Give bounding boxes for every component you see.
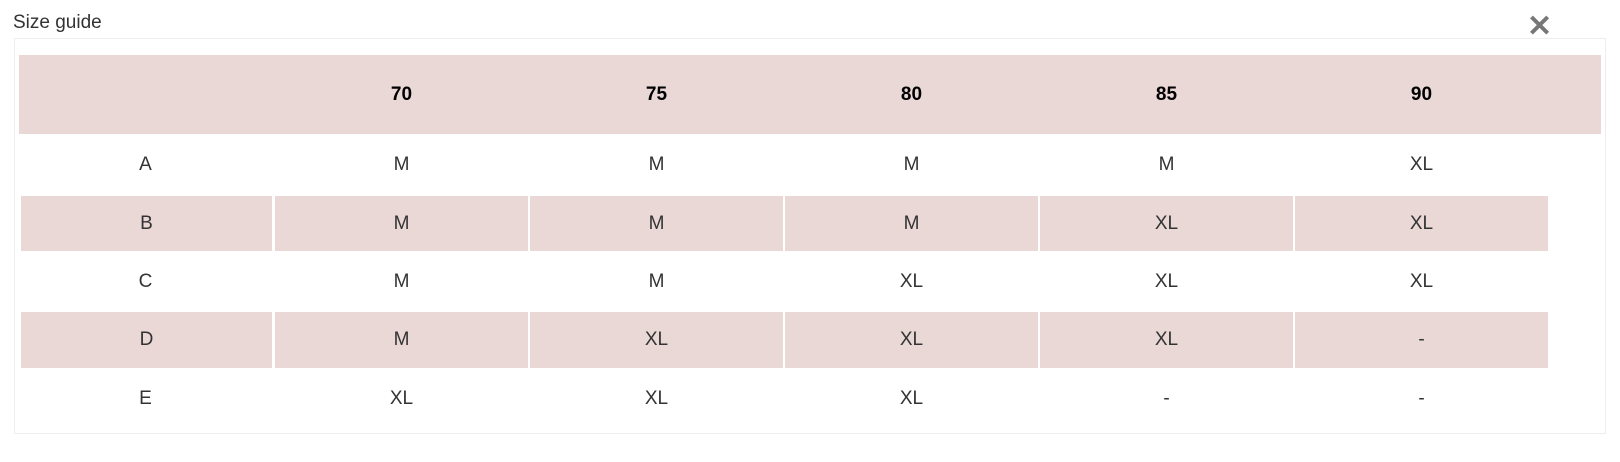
size-cell: - (1295, 312, 1548, 368)
size-cell: XL (389, 388, 414, 409)
dialog-title: Size guide (13, 12, 102, 33)
column-header (19, 55, 272, 134)
size-cell: M (530, 196, 783, 251)
column-header: 85 (1155, 84, 1178, 105)
column-header: 70 (390, 84, 413, 105)
size-cell: M (648, 270, 665, 292)
size-cell: XL (1295, 196, 1548, 251)
row-header-cell: A (139, 154, 152, 175)
row-header-cell: C (138, 270, 153, 292)
size-cell: M (393, 270, 410, 292)
size-cell: XL (899, 270, 924, 292)
size-cell: XL (530, 312, 783, 368)
size-cell: M (275, 196, 528, 251)
size-cell: M (648, 154, 665, 175)
table-header: 70 75 80 85 90 (19, 55, 1601, 134)
size-cell: XL (1409, 154, 1434, 175)
size-cell: M (275, 312, 528, 368)
row-header-cell: D (21, 312, 272, 368)
column-header: 75 (645, 84, 668, 105)
size-cell: M (903, 154, 920, 175)
size-cell: M (1158, 154, 1175, 175)
size-cell: M (393, 154, 410, 175)
size-cell: XL (899, 388, 924, 409)
column-header: 80 (900, 84, 923, 105)
column-header: 90 (1410, 84, 1433, 105)
table-row: E XL XL XL - - (19, 370, 1549, 428)
size-cell: XL (1040, 312, 1293, 368)
size-cell: M (785, 196, 1038, 251)
table-row: D M XL XL XL - (19, 312, 1549, 368)
size-cell: XL (1040, 196, 1293, 251)
close-icon[interactable]: ✕ (1527, 10, 1553, 43)
row-header-cell: B (21, 196, 272, 251)
size-guide-panel (14, 38, 1606, 434)
size-cell: XL (1154, 270, 1179, 292)
table-row: A M M M M XL (19, 136, 1549, 194)
table-row: B M M M XL XL (19, 196, 1549, 251)
size-cell: XL (785, 312, 1038, 368)
size-cell: XL (644, 388, 669, 409)
size-cell: - (1163, 388, 1170, 409)
size-cell: - (1418, 388, 1425, 409)
row-header-cell: E (139, 388, 152, 409)
size-cell: XL (1409, 270, 1434, 292)
table-row: C M M XL XL XL (19, 253, 1549, 310)
